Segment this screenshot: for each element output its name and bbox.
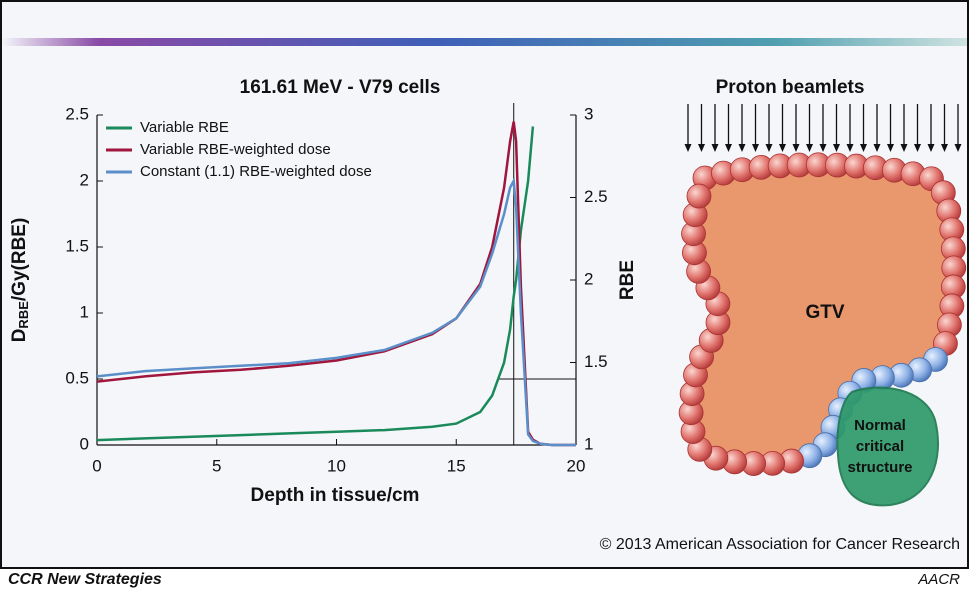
beamlet-head: [711, 144, 719, 152]
beamlet-head: [833, 144, 840, 152]
beamlet-head: [941, 144, 948, 152]
beamlet-head: [819, 144, 827, 152]
y2-tick-label: 3: [584, 104, 593, 123]
organ-label: structure: [847, 459, 912, 476]
beamlet-head: [806, 144, 813, 152]
y-label-rest: /Gy(RBE): [9, 218, 30, 301]
y-tick-label: 1.5: [65, 236, 89, 255]
beamlet-head: [887, 144, 894, 152]
x-tick-label: 5: [212, 456, 221, 475]
beamlet-head: [684, 144, 692, 152]
beamlet-head: [900, 144, 908, 152]
header-band: [2, 38, 967, 46]
beamlet-head: [914, 144, 921, 152]
y-tick-label: 2: [80, 170, 89, 189]
legend-label: Variable RBE-weighted dose: [140, 141, 331, 158]
y-tick-label: 0: [80, 434, 89, 453]
y2-tick-label: 2.5: [584, 187, 608, 206]
y-axis-label: DRBE/Gy(RBE): [9, 218, 31, 343]
y2-tick-label: 1: [584, 434, 593, 453]
chart-title: 161.61 MeV - V79 cells: [240, 77, 441, 98]
y2-axis-label: RBE: [617, 260, 638, 300]
organ-label: Normal: [854, 417, 906, 434]
beamlet-head: [860, 144, 867, 152]
beamlet-head: [738, 144, 746, 152]
footer-series: CCR New Strategies: [8, 571, 162, 588]
credit: © 2013 American Association for Cancer R…: [600, 536, 960, 553]
beamlet-head: [752, 144, 759, 152]
beamlet-head: [846, 144, 854, 152]
x-tick-label: 15: [447, 456, 466, 475]
gtv-label: GTV: [805, 302, 844, 323]
beamlet-head: [765, 144, 773, 152]
y2-tick-label: 2: [584, 269, 593, 288]
legend-label: Constant (1.1) RBE-weighted dose: [140, 163, 372, 180]
y-tick-label: 1: [80, 302, 89, 321]
sphere: [686, 183, 712, 209]
x-tick-label: 10: [327, 456, 346, 475]
diagram-title: Proton beamlets: [716, 77, 865, 98]
beamlet-head: [954, 144, 962, 152]
beamlet-head: [725, 144, 732, 152]
x-tick-label: 0: [92, 456, 101, 475]
x-tick-label: 20: [567, 456, 586, 475]
y-tick-label: 0.5: [65, 368, 89, 387]
y-label-sub: RBE: [16, 301, 31, 329]
beamlet-head: [927, 144, 935, 152]
footer-logo: AACR: [917, 571, 960, 588]
beamlets: [684, 104, 962, 152]
x-axis-label: Depth in tissue/cm: [251, 485, 420, 506]
beamlet-head: [792, 144, 800, 152]
beamlet-head: [779, 144, 786, 152]
legend-label: Variable RBE: [140, 119, 229, 136]
series-line: [96, 176, 576, 447]
beamlet-head: [698, 144, 705, 152]
beamlet-head: [873, 144, 881, 152]
y-tick-label: 2.5: [65, 104, 89, 123]
organ-label: critical: [856, 438, 904, 455]
critical-structure: [836, 386, 939, 507]
y2-tick-label: 1.5: [584, 352, 608, 371]
series-line: [96, 126, 535, 442]
y-label-main: D: [9, 329, 30, 343]
